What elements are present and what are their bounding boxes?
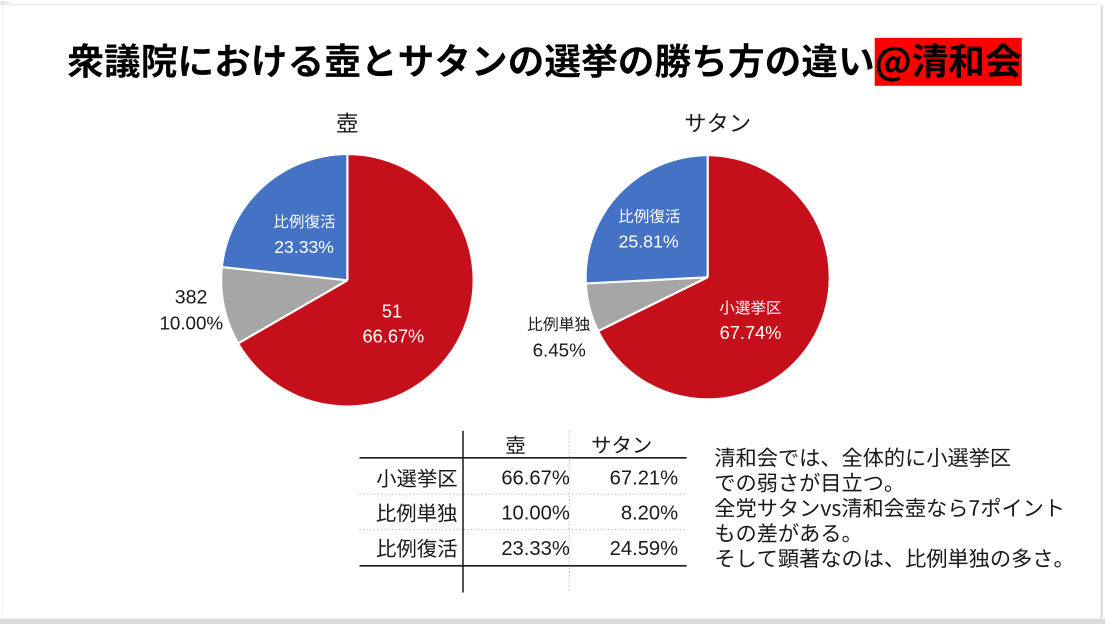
svg-text:66.67%: 66.67% [363, 327, 425, 347]
svg-text:51: 51 [382, 301, 402, 321]
svg-text:23.33%: 23.33% [274, 237, 334, 257]
svg-text:67.74%: 67.74% [720, 323, 782, 343]
svg-text:10.00%: 10.00% [159, 313, 223, 334]
svg-text:67.21%: 67.21% [610, 468, 679, 490]
svg-text:25.81%: 25.81% [618, 231, 678, 251]
svg-text:382: 382 [175, 287, 208, 309]
svg-text:6.45%: 6.45% [533, 340, 587, 361]
svg-text:8.20%: 8.20% [621, 503, 678, 525]
svg-text:24.59%: 24.59% [610, 538, 679, 560]
svg-text:23.33%: 23.33% [501, 538, 570, 560]
svg-text:66.67%: 66.67% [501, 468, 570, 490]
svg-text:10.00%: 10.00% [501, 503, 570, 525]
